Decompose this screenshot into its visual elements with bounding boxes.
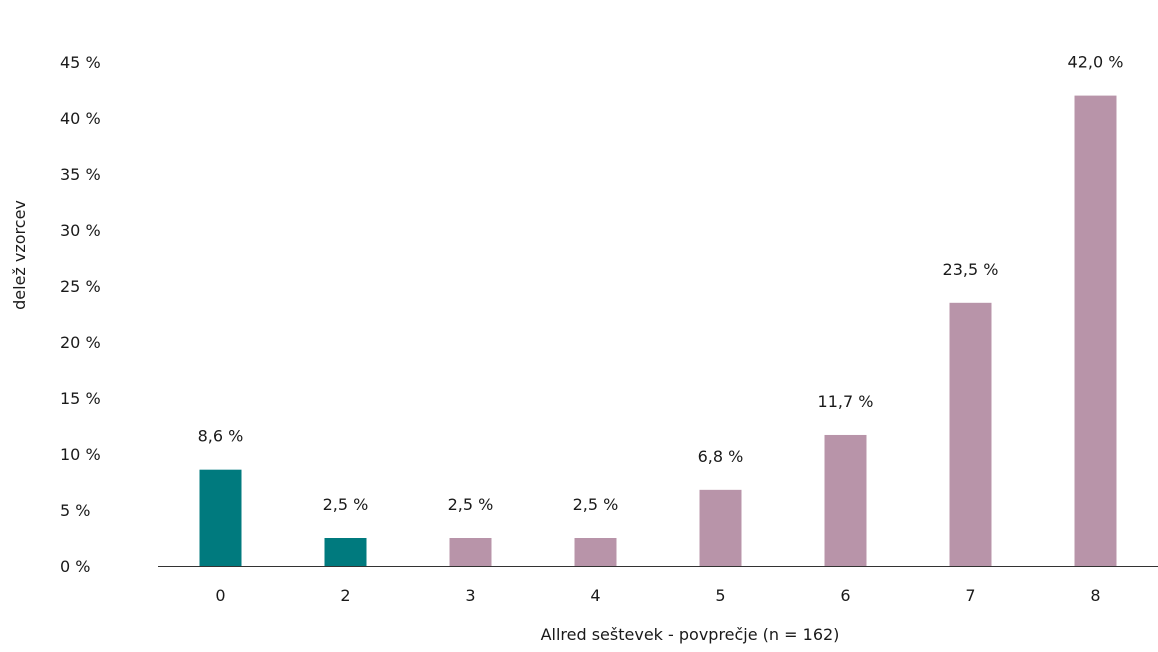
y-tick-label: 25 % (60, 277, 101, 296)
x-tick-label: 4 (590, 586, 600, 605)
y-tick-label: 35 % (60, 165, 101, 184)
data-label: 2,5 % (573, 495, 619, 514)
bar-7 (950, 303, 992, 566)
bar-3 (450, 538, 492, 566)
data-label: 8,6 % (198, 427, 244, 446)
y-tick-label: 0 % (60, 557, 90, 576)
y-tick-label: 5 % (60, 501, 90, 520)
y-tick-label: 20 % (60, 333, 101, 352)
y-axis-ticks: 0 % 5 % 10 % 15 % 20 % 25 % 30 % 35 % 40 % 45 % (60, 53, 101, 576)
x-tick-label: 3 (465, 586, 475, 605)
y-tick-label: 10 % (60, 445, 101, 464)
y-tick-label: 30 % (60, 221, 101, 240)
data-label: 42,0 % (1068, 53, 1124, 72)
x-axis-title: Allred seštevek - povprečje (n = 162) (541, 625, 840, 644)
bar-0 (200, 470, 242, 566)
data-label: 23,5 % (943, 260, 999, 279)
x-tick-label: 5 (715, 586, 725, 605)
bar-6 (825, 435, 867, 566)
bar-5 (700, 490, 742, 566)
y-axis-title: delež vzorcev (10, 200, 29, 310)
data-label: 2,5 % (323, 495, 369, 514)
data-label: 2,5 % (448, 495, 494, 514)
bar-4 (575, 538, 617, 566)
x-tick-label: 7 (965, 586, 975, 605)
y-tick-label: 45 % (60, 53, 101, 72)
x-tick-label: 0 (215, 586, 225, 605)
bar-8 (1075, 96, 1117, 566)
bar-2 (325, 538, 367, 566)
x-tick-label: 2 (340, 586, 350, 605)
data-label: 11,7 % (818, 392, 874, 411)
x-tick-label: 6 (840, 586, 850, 605)
data-label: 6,8 % (698, 447, 744, 466)
y-tick-label: 15 % (60, 389, 101, 408)
y-tick-label: 40 % (60, 109, 101, 128)
x-tick-label: 8 (1090, 586, 1100, 605)
x-axis-ticks: 0 2 3 4 5 6 7 8 (215, 586, 1100, 605)
